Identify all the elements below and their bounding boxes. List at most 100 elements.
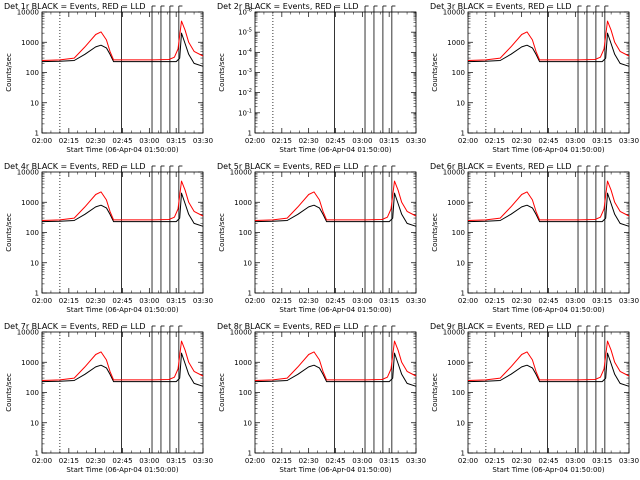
chart-title: Det 6r BLACK = Events, RED = LLD <box>430 162 572 171</box>
series-line-lld-red <box>254 180 417 221</box>
y-tick-label: 1 <box>461 290 465 298</box>
detector-panel-6: Det 6r BLACK = Events, RED = LLD 1 10 100 10… <box>426 160 639 320</box>
x-tick-label: 02:45 <box>538 137 558 145</box>
y-tick-label: 10000 <box>443 9 465 17</box>
x-tick-label: 02:30 <box>512 297 532 305</box>
y-tick-label: 1000 <box>447 199 465 207</box>
y-tick-label: 10 <box>30 259 39 267</box>
x-tick-label: 03:00 <box>352 457 372 465</box>
x-tick-label: 02:30 <box>86 297 106 305</box>
x-tick-label: 02:30 <box>512 137 532 145</box>
chart-title: Det 5r BLACK = Events, RED = LLD <box>217 162 359 171</box>
x-tick-label: 02:00 <box>458 137 478 145</box>
y-tick-label: 1 <box>248 290 252 298</box>
y-tick-label: 1000 <box>234 199 252 207</box>
x-tick-label: 03:15 <box>379 457 399 465</box>
chart-title: Det 4r BLACK = Events, RED = LLD <box>4 162 146 171</box>
y-tick-label: 100 <box>26 389 39 397</box>
x-axis-label: Start Time (06-Apr-04 01:50:00) <box>66 146 178 154</box>
chart-svg: Det 3r BLACK = Events, RED = LLD 1 10 100 10… <box>430 2 639 154</box>
x-tick-label: 03:00 <box>565 297 585 305</box>
x-tick-label: 03:00 <box>352 137 372 145</box>
y-axis-label: Counts/sec <box>218 213 226 252</box>
series-line-events-black <box>467 352 630 387</box>
x-tick-label: 02:15 <box>59 137 79 145</box>
x-tick-label: 02:00 <box>32 297 52 305</box>
x-tick-label: 03:30 <box>619 297 639 305</box>
x-tick-label: 02:30 <box>86 137 106 145</box>
x-axis-label: Start Time (06-Apr-04 01:50:00) <box>492 306 604 314</box>
y-tick-label: 10000 <box>230 329 252 337</box>
y-tick-label: 10000 <box>17 9 39 17</box>
y-tick-label: 10-2 <box>238 88 252 97</box>
detector-panel-9: Det 9r BLACK = Events, RED = LLD 1 10 100 10… <box>426 320 639 480</box>
x-axis-label: Start Time (06-Apr-04 01:50:00) <box>492 466 604 474</box>
x-axis-label: Start Time (06-Apr-04 01:50:00) <box>66 466 178 474</box>
x-tick-label: 02:00 <box>458 297 478 305</box>
x-tick-label: 02:45 <box>538 457 558 465</box>
y-tick-label: 100 <box>452 389 465 397</box>
x-tick-label: 03:15 <box>592 137 612 145</box>
x-tick-label: 02:15 <box>272 137 292 145</box>
x-tick-label: 03:00 <box>565 137 585 145</box>
x-tick-label: 02:45 <box>538 297 558 305</box>
x-tick-label: 03:00 <box>352 297 372 305</box>
x-tick-label: 03:00 <box>565 457 585 465</box>
x-tick-label: 03:30 <box>619 457 639 465</box>
x-tick-label: 02:15 <box>59 457 79 465</box>
y-axis-label: Counts/sec <box>431 213 439 252</box>
y-tick-label: 1000 <box>447 359 465 367</box>
x-tick-label: 03:15 <box>166 297 186 305</box>
series-line-events-black <box>467 32 630 67</box>
x-tick-label: 02:45 <box>325 297 345 305</box>
y-axis-label: Counts/sec <box>218 53 226 92</box>
chart-title: Det 7r BLACK = Events, RED = LLD <box>4 322 146 331</box>
y-tick-label: 1000 <box>447 39 465 47</box>
x-tick-label: 03:00 <box>139 297 159 305</box>
series-line-lld-red <box>254 340 417 381</box>
y-tick-label: 10-1 <box>238 108 252 117</box>
chart-title: Det 2r BLACK = Events, RED = LLD <box>217 2 359 11</box>
y-tick-label: 1 <box>461 130 465 138</box>
y-tick-label: 10000 <box>230 169 252 177</box>
x-tick-label: 02:30 <box>299 457 319 465</box>
y-tick-label: 10-6 <box>238 8 252 17</box>
y-axis-label: Counts/sec <box>431 373 439 412</box>
x-tick-label: 02:30 <box>86 457 106 465</box>
y-tick-label: 10 <box>456 99 465 107</box>
x-tick-label: 02:15 <box>59 297 79 305</box>
chart-svg: Det 9r BLACK = Events, RED = LLD 1 10 100 10… <box>430 322 639 474</box>
y-tick-label: 10 <box>456 259 465 267</box>
y-tick-label: 10 <box>456 419 465 427</box>
series-line-lld-red <box>467 180 630 221</box>
detector-panel-4: Det 4r BLACK = Events, RED = LLD 1 10 100 10… <box>0 160 213 320</box>
x-tick-label: 02:30 <box>512 457 532 465</box>
x-tick-label: 02:45 <box>112 297 132 305</box>
x-tick-label: 02:15 <box>485 137 505 145</box>
chart-svg: Det 4r BLACK = Events, RED = LLD 1 10 100 10… <box>4 162 213 314</box>
series-line-events-black <box>41 192 204 227</box>
chart-svg: Det 7r BLACK = Events, RED = LLD 1 10 100 10… <box>4 322 213 474</box>
y-tick-label: 10 <box>243 419 252 427</box>
chart-svg: Det 1r BLACK = Events, RED = LLD 1 10 100 10… <box>4 2 213 154</box>
series-line-lld-red <box>467 20 630 61</box>
series-line-events-black <box>467 192 630 227</box>
y-tick-label: 10 <box>30 419 39 427</box>
y-tick-label: 1 <box>35 290 39 298</box>
y-axis-label: Counts/sec <box>5 213 13 252</box>
y-axis-label: Counts/sec <box>5 373 13 412</box>
x-tick-label: 02:30 <box>299 297 319 305</box>
y-tick-label: 10000 <box>443 329 465 337</box>
x-tick-label: 03:30 <box>406 457 426 465</box>
y-tick-label: 100 <box>26 229 39 237</box>
y-tick-label: 10000 <box>17 169 39 177</box>
chart-title: Det 8r BLACK = Events, RED = LLD <box>217 322 359 331</box>
y-tick-label: 100 <box>26 69 39 77</box>
x-tick-label: 03:15 <box>166 137 186 145</box>
x-tick-label: 02:45 <box>325 137 345 145</box>
detector-panel-1: Det 1r BLACK = Events, RED = LLD 1 10 100 10… <box>0 0 213 160</box>
series-line-events-black <box>41 352 204 387</box>
chart-svg: Det 8r BLACK = Events, RED = LLD 1 10 100 10… <box>217 322 426 474</box>
y-tick-label: 10 <box>30 99 39 107</box>
